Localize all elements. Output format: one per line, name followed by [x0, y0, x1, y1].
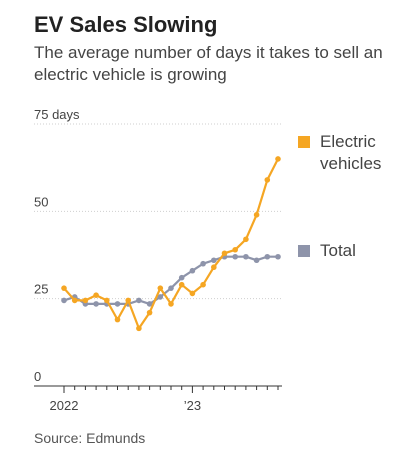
chart-subtitle: The average number of days it takes to s… — [34, 43, 383, 84]
data-point — [93, 301, 99, 307]
data-point — [157, 294, 164, 300]
x-tick-label: ’23 — [184, 398, 201, 413]
data-point — [221, 250, 228, 257]
legend-label-total: Total — [320, 241, 356, 260]
data-point — [178, 274, 185, 281]
gridlines: 75 days 50 25 0 — [34, 107, 282, 384]
data-point — [168, 301, 174, 307]
data-point — [136, 325, 142, 332]
data-point — [61, 297, 67, 304]
data-point — [61, 285, 67, 291]
data-point — [104, 297, 110, 304]
series-layer — [61, 156, 281, 332]
source-note: Source: Edmunds — [34, 430, 146, 446]
data-point — [243, 236, 249, 243]
data-point — [146, 301, 153, 307]
data-point — [275, 156, 281, 162]
data-point — [200, 260, 206, 267]
data-point — [189, 267, 196, 274]
data-point — [275, 253, 281, 260]
legend-swatch-electric — [298, 136, 310, 148]
data-point — [157, 285, 164, 291]
data-point — [189, 290, 196, 297]
line-chart: 75 days 50 25 0 2022 ’23 — [34, 107, 282, 413]
legend-swatch-total — [298, 245, 310, 257]
y-tick-label: 25 — [34, 282, 48, 297]
series-electric-vehicles — [61, 156, 281, 332]
data-point — [243, 253, 249, 260]
data-point — [253, 212, 260, 218]
data-point — [253, 257, 260, 264]
data-point — [93, 292, 99, 298]
legend-label-electric: Electric vehicles — [320, 132, 382, 173]
data-point — [264, 253, 271, 260]
data-point — [211, 257, 217, 264]
y-tick-label: 50 — [34, 194, 48, 209]
data-point — [264, 177, 271, 183]
data-point — [211, 264, 217, 271]
data-point — [125, 297, 131, 304]
chart-title: EV Sales Slowing — [34, 12, 218, 37]
data-point — [136, 297, 142, 304]
data-point — [114, 301, 121, 307]
data-point — [146, 309, 153, 316]
data-point — [71, 297, 78, 304]
data-point — [168, 285, 174, 291]
data-point — [178, 281, 185, 288]
x-tick-label: 2022 — [50, 398, 79, 413]
x-axis: 2022 ’23 — [34, 385, 282, 413]
data-point — [232, 246, 238, 253]
data-point — [232, 253, 238, 260]
data-point — [82, 297, 89, 304]
data-point — [114, 316, 121, 323]
y-tick-label: 0 — [34, 369, 41, 384]
y-tick-label: 75 days — [34, 107, 80, 122]
data-point — [200, 281, 206, 288]
